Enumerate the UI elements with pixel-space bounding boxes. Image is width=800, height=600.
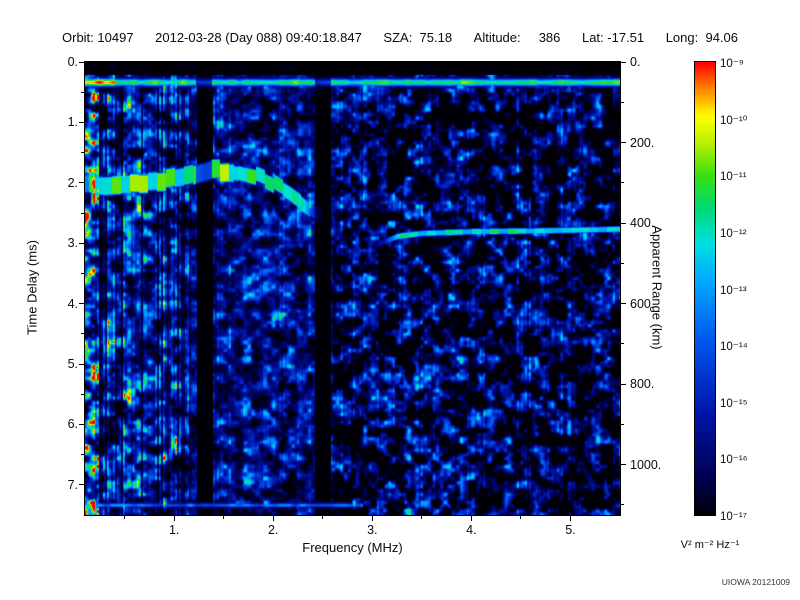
y-minor-tick xyxy=(81,272,84,274)
y-minor-tick xyxy=(81,152,84,154)
colorbar-tick-label: 10⁻¹⁰ xyxy=(720,114,748,127)
header-lat: Lat: -17.51 xyxy=(581,30,645,45)
x-minor-tick xyxy=(421,516,423,519)
y-tick-label: 7. xyxy=(67,477,78,492)
y2-tick xyxy=(621,142,626,144)
x-tick-label: 4. xyxy=(466,523,477,537)
y2-minor-tick xyxy=(621,182,624,184)
y2-tick-label: 1000. xyxy=(630,457,662,472)
colorbar-units-label: V² m⁻² Hz⁻¹ xyxy=(680,539,740,551)
y2-tick-label: 400. xyxy=(630,216,655,231)
y2-tick-label: 0. xyxy=(630,55,641,69)
x-minor-tick xyxy=(124,516,126,519)
colorbar-canvas xyxy=(695,62,715,515)
x-tick xyxy=(173,516,175,521)
y-tick-label: 3. xyxy=(67,236,78,251)
header-altitude: Altitude: 386 xyxy=(473,30,561,45)
y-minor-tick xyxy=(81,393,84,395)
y-tick xyxy=(79,363,84,365)
y-tick xyxy=(79,303,84,305)
y-minor-tick xyxy=(81,212,84,214)
y-tick xyxy=(79,484,84,486)
spectrogram-plot-area xyxy=(84,61,621,516)
y-tick xyxy=(79,61,84,63)
colorbar-tick-label: 10⁻¹¹ xyxy=(720,171,747,184)
y-tick-label: 1. xyxy=(67,115,78,130)
x-tick xyxy=(272,516,274,521)
y2-tick-label: 200. xyxy=(630,135,655,150)
y-axis-title: Time Delay (ms) xyxy=(24,240,40,335)
x-tick-label: 5. xyxy=(565,523,576,537)
y-tick xyxy=(79,242,84,244)
x-axis-title: Frequency (MHz) xyxy=(302,540,403,555)
y-tick-label: 2. xyxy=(67,175,78,190)
y2-tick xyxy=(621,303,626,305)
y-tick xyxy=(79,182,84,184)
header-long: Long: 94.06 xyxy=(665,30,738,45)
x-tick xyxy=(569,516,571,521)
y-tick-label: 0. xyxy=(67,55,78,69)
colorbar-tick-label: 10⁻¹⁷ xyxy=(720,511,747,523)
y2-minor-tick xyxy=(621,343,624,345)
x-minor-tick xyxy=(223,516,225,519)
y-minor-tick xyxy=(81,333,84,335)
header-sza: SZA: 75.18 xyxy=(383,30,453,45)
colorbar xyxy=(694,61,716,516)
y2-tick xyxy=(621,383,626,385)
y2-tick xyxy=(621,464,626,466)
colorbar-tick-label: 10⁻¹² xyxy=(720,227,747,240)
y-tick-label: 5. xyxy=(67,357,78,371)
x-tick xyxy=(371,516,373,521)
y-tick xyxy=(79,121,84,123)
x-minor-tick xyxy=(322,516,324,519)
x-tick-label: 2. xyxy=(268,523,279,537)
y2-minor-tick xyxy=(621,262,624,264)
y-minor-tick xyxy=(81,454,84,456)
header-line: Orbit: 10497 2012-03-28 (Day 088) 09:40:… xyxy=(62,30,738,45)
header-datetime: 2012-03-28 (Day 088) 09:40:18.847 xyxy=(155,30,362,45)
x-tick xyxy=(470,516,472,521)
credit-text: UIOWA 20121009 xyxy=(721,577,790,587)
y2-tick-label: 800. xyxy=(630,377,655,392)
header-orbit: Orbit: 10497 xyxy=(62,30,134,45)
x-tick-label: 1. xyxy=(168,523,180,537)
colorbar-tick-label: 10⁻⁹ xyxy=(720,58,744,70)
x-minor-tick xyxy=(520,516,522,519)
y2-tick-label: 600. xyxy=(630,296,655,311)
spectrogram-canvas xyxy=(85,62,620,515)
y2-minor-tick xyxy=(621,101,624,103)
colorbar-tick-label: 10⁻¹³ xyxy=(720,284,747,297)
x-tick-label: 3. xyxy=(367,523,378,537)
y-tick xyxy=(79,423,84,425)
colorbar-tick-label: 10⁻¹⁶ xyxy=(720,454,748,467)
y-minor-tick xyxy=(81,91,84,93)
y2-tick xyxy=(621,222,626,224)
y2-minor-tick xyxy=(621,504,624,506)
y-tick-label: 4. xyxy=(67,296,78,311)
colorbar-tick-label: 10⁻¹⁵ xyxy=(720,397,748,410)
colorbar-tick-label: 10⁻¹⁴ xyxy=(720,341,748,354)
y-tick-label: 6. xyxy=(67,417,78,432)
y2-tick xyxy=(621,61,626,63)
y2-minor-tick xyxy=(621,423,624,425)
